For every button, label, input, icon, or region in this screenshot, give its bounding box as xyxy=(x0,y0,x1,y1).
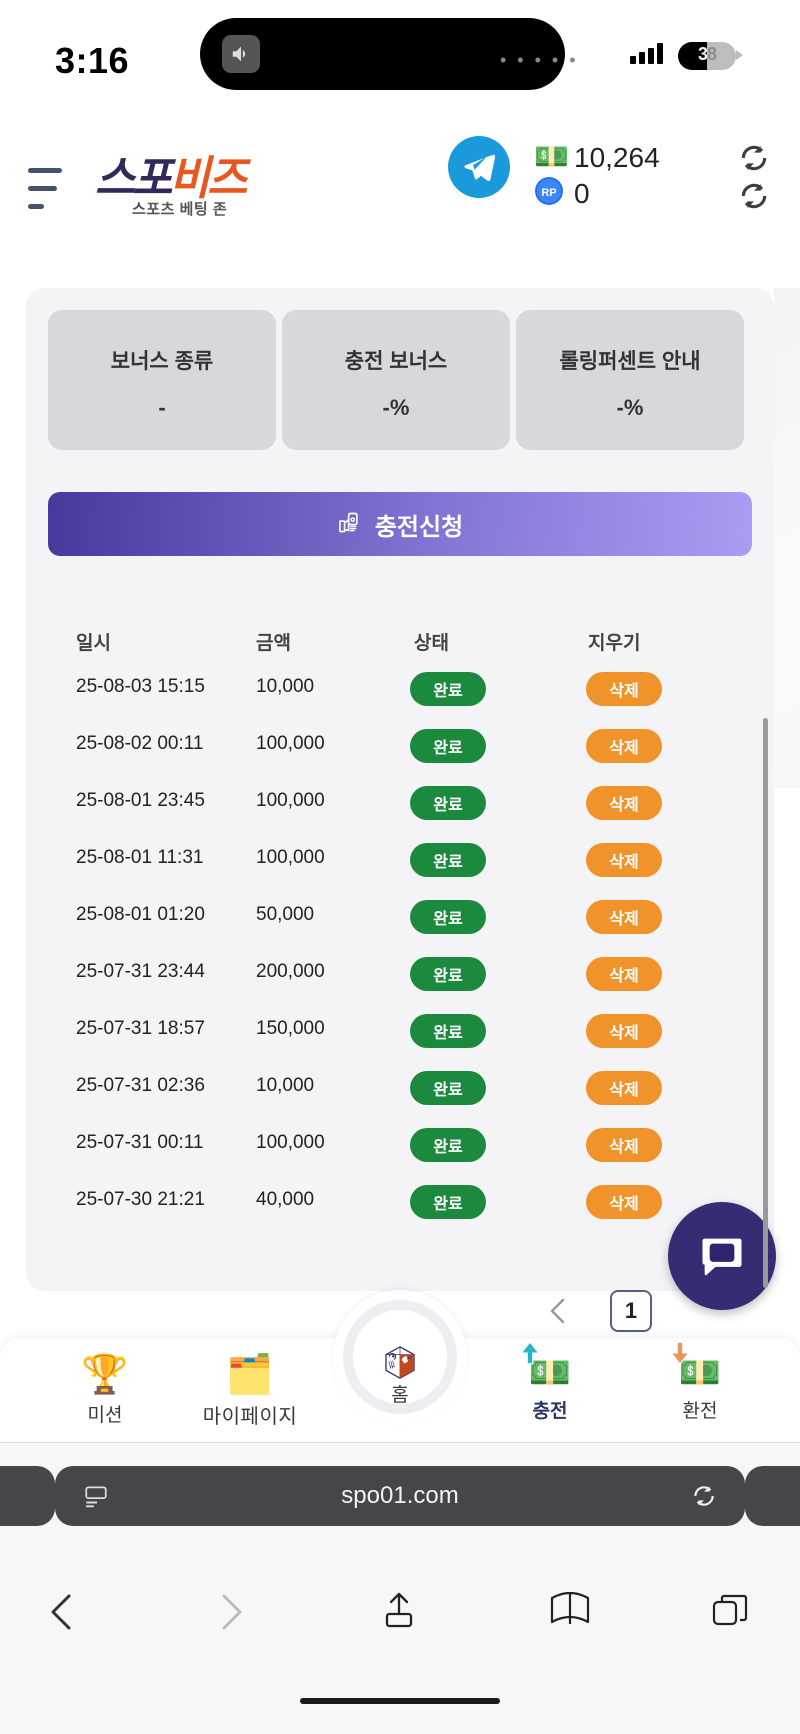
svg-text:RP: RP xyxy=(541,187,556,199)
svg-text:77: 77 xyxy=(390,1365,394,1369)
